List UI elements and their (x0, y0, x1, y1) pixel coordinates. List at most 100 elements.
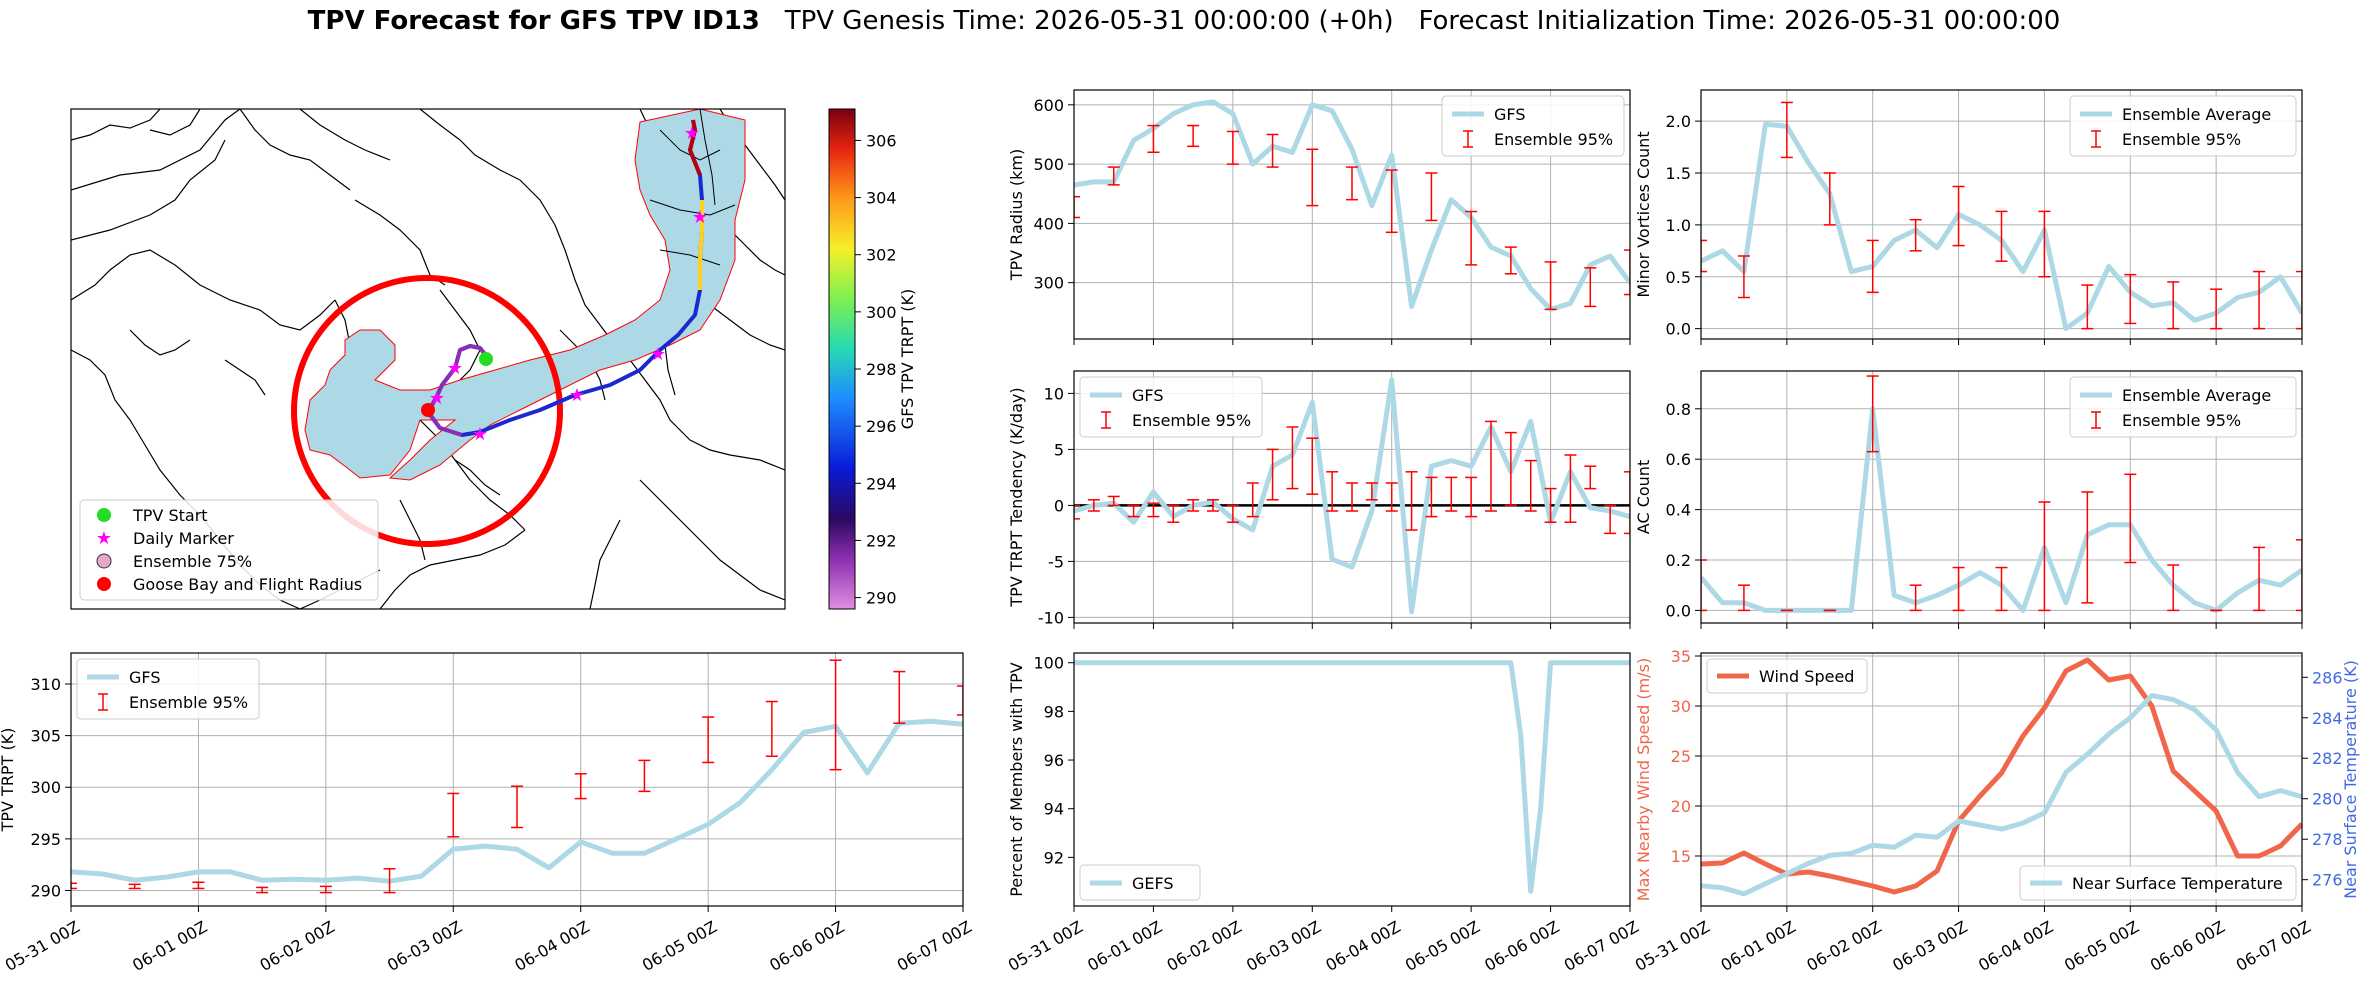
colorbar-tick-label: 296 (866, 417, 897, 436)
x-tick-label: 06-05 00Z (1402, 917, 1483, 975)
figure-title-main: TPV Forecast for GFS TPV ID13 (307, 6, 760, 36)
y-tick-label: 20 (1671, 797, 1691, 816)
error-bar (1504, 431, 1517, 507)
error-bar (2038, 501, 2051, 612)
legend-label: Near Surface Temperature (2072, 874, 2283, 893)
error-bar (2167, 564, 2180, 612)
plot-marks (1074, 377, 1630, 615)
y-tick-label-right: 276 (2312, 871, 2343, 890)
y-tick-label: 0.6 (1666, 450, 1691, 469)
error-bar (2253, 546, 2266, 612)
error-bar (2081, 491, 2094, 604)
colorbar-gradient (828, 108, 856, 610)
error-bar (2124, 273, 2137, 325)
error-bar (1485, 420, 1497, 512)
legend: Near Surface Temperature (2019, 865, 2297, 901)
daily-marker: ★ (650, 344, 666, 365)
y-tick-label: 98 (1044, 702, 1064, 721)
error-bar (1365, 482, 1378, 501)
error-bar (1909, 584, 1922, 612)
y-tick-label: 400 (1033, 214, 1064, 233)
error-bar (1107, 166, 1120, 186)
minor-vortices-panel: 0.0 0.5 1.0 1.5 2.0 Minor Vortices Count Ensem… (1634, 89, 2303, 345)
error-bar (1737, 255, 1750, 299)
error-bar (1087, 499, 1100, 512)
daily-marker: ★ (569, 385, 585, 406)
legend-box (76, 658, 260, 720)
error-bar (1823, 172, 1836, 226)
error-bar (1074, 504, 1080, 520)
y-tick-label-right: 284 (2312, 709, 2343, 728)
map-legend-2: Daily Marker (133, 529, 234, 548)
y-tick-label: 5 (1054, 440, 1064, 459)
error-bar (1385, 482, 1398, 512)
x-tick-label: 06-05 00Z (639, 917, 720, 975)
error-bar (1286, 426, 1299, 490)
legend-label: Ensemble Average (2122, 386, 2271, 405)
error-bar (1701, 559, 1707, 612)
legend-box (2069, 376, 2297, 438)
figure-title-init: Forecast Initialization Time: 2026-05-31… (1418, 6, 2061, 36)
tpv-start-marker (479, 352, 493, 366)
daily-marker: ★ (447, 358, 463, 379)
y-tick-label: 500 (1033, 155, 1064, 174)
legend: Wind Speed (1706, 658, 1868, 694)
map-panel: ★ ★ ★ ★ ★ ★ ★ TPV Start ★ Daily Marker E… (70, 108, 786, 610)
legend-label: GFS (1132, 386, 1163, 405)
y-axis-label: AC Count (1634, 460, 1653, 534)
y-tick-label: 100 (1033, 654, 1064, 673)
map-legend-4: Goose Bay and Flight Radius (133, 575, 362, 594)
series-line-1 (1074, 99, 1630, 312)
y-tick-label: 35 (1671, 647, 1691, 666)
plot-marks (1074, 660, 1630, 894)
colorbar-tick-label: 290 (866, 589, 897, 608)
percent-members-panel: 92 94 96 98 100 Percent of Members with TPV 05… (1005, 652, 1642, 975)
y-axis-label: Max Nearby Wind Speed (m/s) (1634, 658, 1653, 901)
error-bar (1425, 476, 1438, 518)
x-tick-label: 06-03 00Z (384, 917, 465, 975)
y-tick-label: 15 (1671, 847, 1691, 866)
error-bar (1425, 172, 1438, 222)
y-tick-label: 1.5 (1666, 164, 1691, 183)
error-bar (1909, 218, 1922, 252)
error-bar (2253, 270, 2266, 330)
pink-circle-icon (96, 553, 112, 569)
x-tick-label: 06-02 00Z (1164, 917, 1245, 975)
error-bar (1266, 448, 1279, 501)
error-bar (1624, 249, 1630, 296)
error-bar (1780, 101, 1793, 159)
plot-marks (71, 659, 963, 894)
x-tick-label: 06-02 00Z (1803, 917, 1884, 975)
error-bar (256, 886, 269, 894)
error-bar (1346, 482, 1358, 512)
y-tick-label: 600 (1033, 96, 1064, 115)
error-bar (957, 685, 963, 716)
tpv-track-hot (688, 119, 702, 176)
error-bar (574, 773, 587, 800)
colorbar: 290 292 294 296 298 300 302 304 306 GFS TPV TRPT… (828, 108, 917, 610)
error-bar (447, 792, 460, 838)
error-bar (1701, 239, 1707, 273)
legend-label: Ensemble 95% (2122, 130, 2241, 149)
series-line-2 (1701, 693, 2302, 897)
map-legend: TPV Start ★ Daily Marker Ensemble 75% Go… (79, 499, 379, 601)
trpt-tendency-panel: -10 -5 0 5 10 TPV TRPT Tendency (K/day) GFS Ens… (1007, 370, 1631, 629)
plot-marks (1701, 375, 2302, 613)
figure-title-genesis: TPV Genesis Time: 2026-05-31 00:00:00 (+… (784, 6, 1394, 36)
y-tick-label: 300 (30, 778, 61, 797)
x-tick-label: 06-06 00Z (2147, 917, 2228, 975)
legend-box (2069, 95, 2297, 157)
error-bar (1952, 185, 1965, 247)
y-tick-label: 10 (1044, 384, 1064, 403)
green-dot-icon (97, 508, 111, 522)
y-tick-label: 295 (30, 830, 61, 849)
x-tick-label: 06-03 00Z (1889, 917, 1970, 975)
error-bar (1445, 476, 1458, 512)
x-tick-label: 06-04 00Z (1322, 917, 1403, 975)
legend-box (1079, 376, 1263, 438)
error-bar (1226, 504, 1239, 523)
colorbar-tick-label: 306 (866, 131, 897, 150)
y-tick-label: -10 (1038, 608, 1064, 627)
error-bar (1465, 210, 1478, 266)
